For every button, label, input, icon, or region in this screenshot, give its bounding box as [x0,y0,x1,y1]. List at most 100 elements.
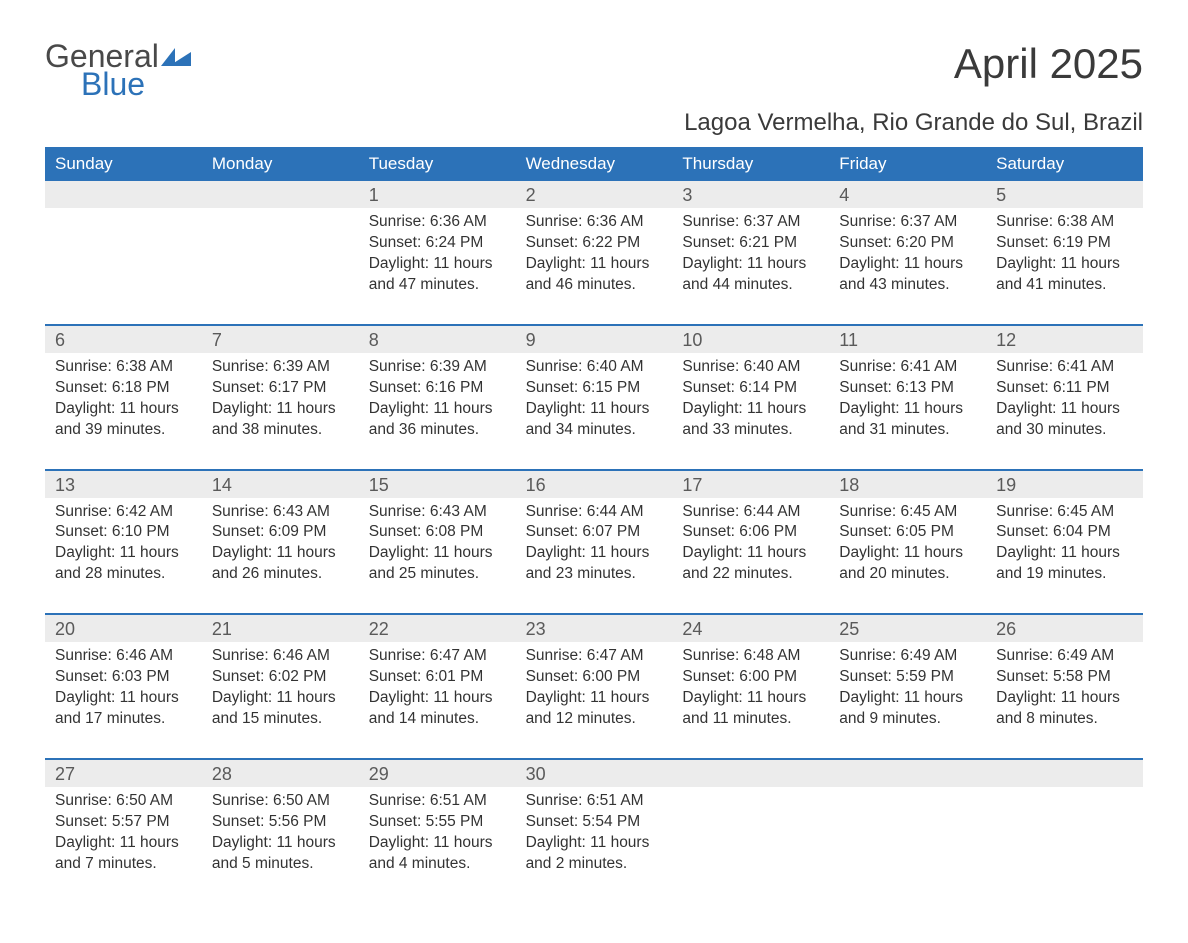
day-header: Wednesday [516,147,673,181]
day-line: and 2 minutes. [526,854,663,875]
day-cell [829,787,986,903]
day-cell: Sunrise: 6:47 AMSunset: 6:00 PMDaylight:… [516,642,673,758]
day-line: Daylight: 11 hours [369,399,506,420]
day-line: and 41 minutes. [996,275,1133,296]
day-line: Daylight: 11 hours [369,543,506,564]
day-line: Sunrise: 6:46 AM [212,646,349,667]
day-header: Thursday [672,147,829,181]
day-line: Daylight: 11 hours [526,254,663,275]
day-line: and 47 minutes. [369,275,506,296]
day-cell: Sunrise: 6:46 AMSunset: 6:02 PMDaylight:… [202,642,359,758]
day-number [986,760,1143,787]
day-header: Monday [202,147,359,181]
day-line: and 14 minutes. [369,709,506,730]
day-line: Sunset: 6:16 PM [369,378,506,399]
day-cell: Sunrise: 6:37 AMSunset: 6:20 PMDaylight:… [829,208,986,324]
day-cell: Sunrise: 6:36 AMSunset: 6:22 PMDaylight:… [516,208,673,324]
day-number: 23 [516,615,673,642]
day-number: 17 [672,471,829,498]
day-number: 9 [516,326,673,353]
day-cell: Sunrise: 6:50 AMSunset: 5:57 PMDaylight:… [45,787,202,903]
day-line: Daylight: 11 hours [55,833,192,854]
day-line: and 7 minutes. [55,854,192,875]
day-line: Sunrise: 6:43 AM [212,502,349,523]
day-line: Daylight: 11 hours [996,688,1133,709]
day-line: Sunset: 6:09 PM [212,522,349,543]
week-body: Sunrise: 6:50 AMSunset: 5:57 PMDaylight:… [45,787,1143,903]
day-line: Sunset: 5:58 PM [996,667,1133,688]
day-line: Sunrise: 6:46 AM [55,646,192,667]
day-line: and 30 minutes. [996,420,1133,441]
calendar: Sunday Monday Tuesday Wednesday Thursday… [45,147,1143,902]
day-line: Sunset: 5:56 PM [212,812,349,833]
day-cell: Sunrise: 6:48 AMSunset: 6:00 PMDaylight:… [672,642,829,758]
day-line: Daylight: 11 hours [839,688,976,709]
day-number: 8 [359,326,516,353]
day-number [45,181,202,208]
day-line: and 15 minutes. [212,709,349,730]
day-line: Sunset: 6:22 PM [526,233,663,254]
day-line: and 38 minutes. [212,420,349,441]
day-number: 21 [202,615,359,642]
day-line: and 34 minutes. [526,420,663,441]
day-number: 26 [986,615,1143,642]
week-body: Sunrise: 6:38 AMSunset: 6:18 PMDaylight:… [45,353,1143,469]
day-cell [45,208,202,324]
daynum-row: 13141516171819 [45,471,1143,498]
day-number: 6 [45,326,202,353]
day-cell: Sunrise: 6:43 AMSunset: 6:09 PMDaylight:… [202,498,359,614]
day-header: Friday [829,147,986,181]
day-cell: Sunrise: 6:49 AMSunset: 5:58 PMDaylight:… [986,642,1143,758]
day-cell [986,787,1143,903]
day-line: Daylight: 11 hours [212,688,349,709]
week: 27282930Sunrise: 6:50 AMSunset: 5:57 PMD… [45,758,1143,903]
day-line: Sunrise: 6:49 AM [996,646,1133,667]
day-line: and 36 minutes. [369,420,506,441]
day-line: and 43 minutes. [839,275,976,296]
week-body: Sunrise: 6:36 AMSunset: 6:24 PMDaylight:… [45,208,1143,324]
day-line: and 22 minutes. [682,564,819,585]
day-line: Sunset: 6:06 PM [682,522,819,543]
day-number: 25 [829,615,986,642]
day-line: Daylight: 11 hours [839,543,976,564]
day-cell [672,787,829,903]
day-number: 19 [986,471,1143,498]
day-cell: Sunrise: 6:44 AMSunset: 6:07 PMDaylight:… [516,498,673,614]
day-line: and 9 minutes. [839,709,976,730]
day-line: and 25 minutes. [369,564,506,585]
day-line: Daylight: 11 hours [839,254,976,275]
day-line: Sunrise: 6:50 AM [212,791,349,812]
week: 20212223242526Sunrise: 6:46 AMSunset: 6:… [45,613,1143,758]
day-line: Sunset: 6:19 PM [996,233,1133,254]
day-line: Sunset: 6:07 PM [526,522,663,543]
day-cell: Sunrise: 6:44 AMSunset: 6:06 PMDaylight:… [672,498,829,614]
day-line: Daylight: 11 hours [212,399,349,420]
day-cell: Sunrise: 6:50 AMSunset: 5:56 PMDaylight:… [202,787,359,903]
day-line: Sunset: 5:57 PM [55,812,192,833]
day-line: Daylight: 11 hours [682,543,819,564]
logo-word2: Blue [81,68,191,102]
day-line: Sunset: 6:13 PM [839,378,976,399]
day-line: Sunrise: 6:39 AM [369,357,506,378]
day-line: and 33 minutes. [682,420,819,441]
day-line: Daylight: 11 hours [369,688,506,709]
day-cell: Sunrise: 6:51 AMSunset: 5:55 PMDaylight:… [359,787,516,903]
day-cell: Sunrise: 6:39 AMSunset: 6:16 PMDaylight:… [359,353,516,469]
day-number: 14 [202,471,359,498]
day-line: Daylight: 11 hours [212,833,349,854]
day-line: Daylight: 11 hours [369,833,506,854]
day-number: 29 [359,760,516,787]
day-number: 20 [45,615,202,642]
day-cell: Sunrise: 6:47 AMSunset: 6:01 PMDaylight:… [359,642,516,758]
week: 13141516171819Sunrise: 6:42 AMSunset: 6:… [45,469,1143,614]
day-line: Sunrise: 6:50 AM [55,791,192,812]
day-line: and 5 minutes. [212,854,349,875]
daynum-row: 27282930 [45,760,1143,787]
day-line: and 20 minutes. [839,564,976,585]
day-line: Sunrise: 6:36 AM [526,212,663,233]
day-line: Sunrise: 6:44 AM [526,502,663,523]
day-cell: Sunrise: 6:45 AMSunset: 6:05 PMDaylight:… [829,498,986,614]
day-cell: Sunrise: 6:42 AMSunset: 6:10 PMDaylight:… [45,498,202,614]
day-number: 11 [829,326,986,353]
day-cell: Sunrise: 6:45 AMSunset: 6:04 PMDaylight:… [986,498,1143,614]
